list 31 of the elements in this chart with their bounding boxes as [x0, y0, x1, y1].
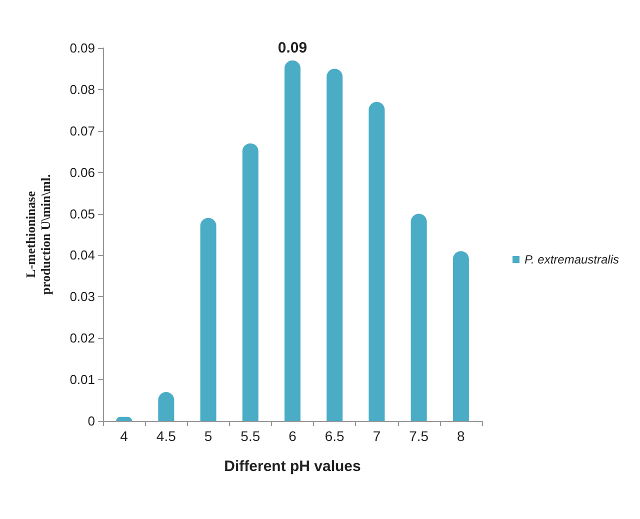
bar [410, 214, 427, 421]
bar [368, 102, 385, 421]
x-tick-label: 4.5 [156, 428, 176, 444]
bar [242, 143, 258, 421]
y-tick-label: 0.02 [70, 330, 95, 346]
x-tick-label: 7 [372, 428, 381, 444]
y-tick-label: 0.09 [70, 40, 95, 56]
y-tick-label: 0.05 [70, 206, 95, 222]
bar [452, 251, 469, 421]
legend-label: P. extremaustralis [524, 252, 619, 266]
y-tick-label: 0.08 [70, 82, 95, 97]
x-tick-label: 5.5 [240, 428, 260, 444]
y-tick-label: 0.04 [70, 248, 95, 263]
y-tick-label: 0 [88, 414, 95, 428]
x-tick-label: 6.5 [324, 428, 345, 444]
bar [284, 60, 300, 421]
x-tick-label: 7.5 [409, 428, 429, 444]
y-tick-label: 0.01 [70, 372, 95, 388]
x-tick-label: 8 [457, 428, 466, 444]
bar [326, 68, 343, 421]
x-tick-label: 5 [204, 428, 212, 444]
y-axis-title: L-methioninase production U\min\ml. [23, 174, 53, 295]
y-tick-label: 0.06 [70, 164, 95, 180]
x-tick-label: 4 [120, 428, 128, 444]
y-tick-label: 0.03 [70, 289, 95, 304]
data-label: 0.09 [278, 39, 308, 56]
x-tick-label: 6 [288, 428, 297, 444]
bar [158, 392, 174, 421]
y-tick-label: 0.07 [70, 123, 95, 138]
x-axis-title: Different pH values [224, 458, 361, 475]
bar [200, 218, 216, 421]
